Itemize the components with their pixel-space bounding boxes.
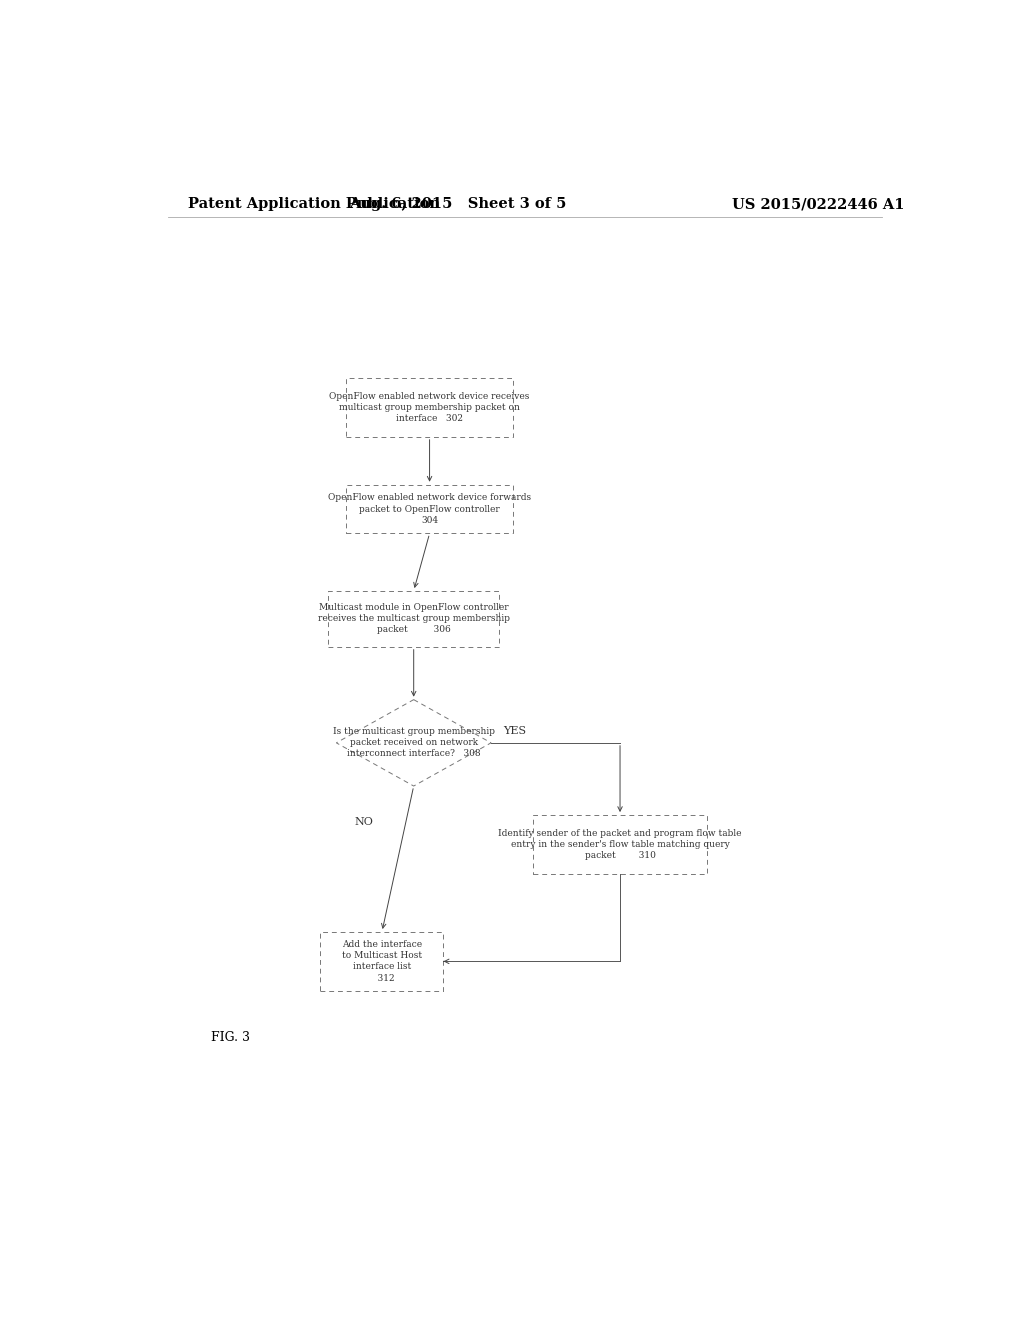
Text: Is the multicast group membership
packet received on network
interconnect interf: Is the multicast group membership packet…	[333, 727, 495, 759]
Text: Aug. 6, 2015   Sheet 3 of 5: Aug. 6, 2015 Sheet 3 of 5	[348, 197, 566, 211]
Text: Multicast module in OpenFlow controller
receives the multicast group membership
: Multicast module in OpenFlow controller …	[317, 603, 510, 635]
Text: OpenFlow enabled network device forwards
packet to OpenFlow controller
304: OpenFlow enabled network device forwards…	[328, 494, 531, 524]
Polygon shape	[336, 700, 492, 785]
Text: OpenFlow enabled network device receives
multicast group membership packet on
in: OpenFlow enabled network device receives…	[330, 392, 529, 422]
FancyBboxPatch shape	[329, 591, 499, 647]
Text: Add the interface
to Multicast Host
interface list
   312: Add the interface to Multicast Host inte…	[342, 940, 422, 982]
Text: US 2015/0222446 A1: US 2015/0222446 A1	[732, 197, 904, 211]
FancyBboxPatch shape	[321, 932, 443, 991]
FancyBboxPatch shape	[346, 378, 513, 437]
Text: FIG. 3: FIG. 3	[211, 1031, 250, 1044]
Text: Identify sender of the packet and program flow table
entry in the sender's flow : Identify sender of the packet and progra…	[499, 829, 741, 861]
FancyBboxPatch shape	[346, 484, 513, 533]
FancyBboxPatch shape	[532, 814, 708, 874]
Text: Patent Application Publication: Patent Application Publication	[187, 197, 439, 211]
Text: YES: YES	[503, 726, 526, 735]
Text: NO: NO	[354, 817, 373, 826]
